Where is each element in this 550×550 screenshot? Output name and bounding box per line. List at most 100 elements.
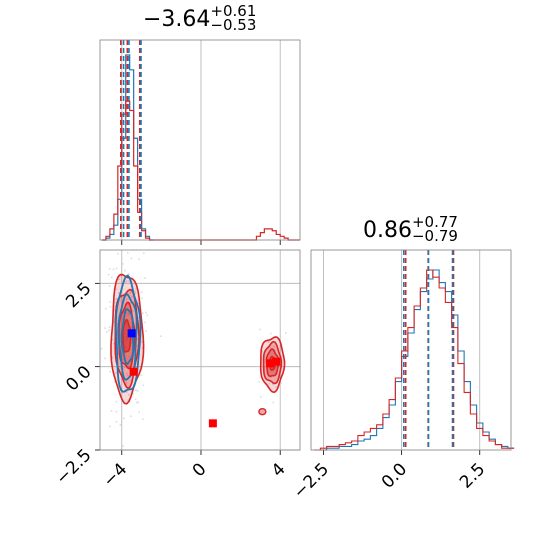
sample-point bbox=[116, 297, 119, 300]
sample-point bbox=[126, 374, 129, 377]
title-x1-median: −3.64 bbox=[143, 7, 211, 32]
sample-point bbox=[135, 288, 138, 290]
x-tick-label: 4 bbox=[268, 459, 290, 481]
sample-point bbox=[122, 417, 125, 420]
histogram-red bbox=[101, 100, 300, 241]
sample-point bbox=[136, 338, 139, 340]
sample-point bbox=[108, 329, 110, 332]
sample-point bbox=[259, 396, 262, 398]
sample-point bbox=[130, 342, 133, 344]
sample-point bbox=[120, 299, 123, 302]
sample-point bbox=[121, 321, 123, 324]
sample-point bbox=[104, 307, 107, 310]
histogram-blue bbox=[101, 54, 154, 241]
sample-point bbox=[144, 321, 146, 324]
sample-point bbox=[136, 390, 139, 392]
truth-marker-red bbox=[272, 357, 281, 366]
sample-point bbox=[134, 398, 137, 401]
contour-red bbox=[122, 318, 132, 353]
sample-point bbox=[145, 330, 147, 332]
sample-point bbox=[128, 355, 131, 358]
sample-point bbox=[118, 292, 120, 294]
x-tick-label: −4 bbox=[99, 459, 131, 491]
title-x2-median: 0.86 bbox=[363, 218, 412, 243]
sample-point bbox=[125, 280, 127, 283]
sample-point bbox=[120, 421, 123, 423]
sample-point bbox=[274, 349, 276, 352]
sample-point bbox=[124, 307, 127, 310]
truth-marker-red bbox=[129, 367, 138, 376]
title-x2: 0.86 +0.77 −0.79 bbox=[363, 213, 458, 245]
title-x2-minus: −0.79 bbox=[411, 227, 458, 245]
sample-point bbox=[118, 278, 120, 281]
sample-point bbox=[119, 424, 122, 426]
sample-point bbox=[261, 350, 263, 353]
panel-frame bbox=[99, 249, 301, 451]
sample-point bbox=[274, 386, 277, 388]
title-x1-plus: +0.61 bbox=[210, 2, 257, 20]
sample-point bbox=[145, 311, 148, 314]
sample-point bbox=[272, 401, 275, 404]
panel-frame bbox=[310, 249, 512, 451]
sample-point bbox=[132, 310, 134, 312]
x-tick-label: 2.5 bbox=[456, 459, 489, 492]
sample-point bbox=[128, 273, 130, 275]
sample-point bbox=[120, 324, 123, 327]
sample-point bbox=[285, 332, 287, 334]
title-x1: −3.64 +0.61 −0.53 bbox=[143, 2, 257, 34]
sample-point bbox=[127, 314, 129, 317]
sample-point bbox=[269, 346, 272, 348]
sample-point bbox=[107, 273, 110, 276]
sample-point bbox=[113, 305, 116, 308]
sample-point bbox=[135, 344, 138, 347]
sample-point bbox=[119, 345, 122, 348]
sample-point bbox=[127, 303, 130, 306]
sample-point bbox=[273, 346, 275, 348]
sample-point bbox=[131, 295, 133, 298]
sample-point bbox=[115, 267, 118, 270]
sample-point bbox=[125, 381, 128, 384]
sample-point bbox=[111, 338, 114, 341]
sample-point bbox=[126, 252, 129, 254]
sample-point bbox=[130, 257, 133, 260]
sample-point bbox=[133, 282, 135, 285]
sample-point bbox=[130, 302, 132, 304]
sample-point bbox=[132, 392, 134, 395]
sample-point bbox=[115, 298, 117, 301]
sample-point bbox=[117, 384, 120, 387]
sample-point bbox=[270, 332, 272, 335]
contour-red-island bbox=[258, 407, 267, 416]
sample-point bbox=[120, 292, 123, 295]
sample-point bbox=[115, 421, 118, 423]
sample-point bbox=[135, 401, 138, 404]
sample-point bbox=[134, 292, 137, 295]
sample-point bbox=[122, 445, 125, 448]
sample-point bbox=[127, 274, 130, 276]
histogram-red bbox=[314, 269, 515, 451]
sample-point bbox=[113, 342, 115, 345]
y-tick-label: −2.5 bbox=[52, 445, 95, 488]
sample-point bbox=[109, 305, 112, 308]
y-tick-label: 0.0 bbox=[62, 362, 95, 395]
sample-point bbox=[267, 341, 270, 343]
sample-point bbox=[125, 298, 128, 301]
joint-contour-x1-x2 bbox=[95, 249, 301, 455]
sample-point bbox=[124, 388, 127, 391]
sample-point bbox=[160, 335, 162, 337]
sample-point bbox=[106, 331, 108, 333]
sample-point bbox=[272, 383, 274, 386]
sample-point bbox=[123, 269, 126, 272]
sample-point bbox=[134, 290, 137, 293]
marginal-histogram-x2 bbox=[310, 249, 515, 455]
x-tick-label: 0.0 bbox=[378, 459, 411, 492]
title-x2-plus: +0.77 bbox=[411, 213, 458, 231]
contour-blue bbox=[120, 308, 135, 365]
sample-point bbox=[143, 252, 145, 254]
sample-point bbox=[138, 258, 140, 261]
sample-point bbox=[140, 291, 143, 294]
sample-point bbox=[115, 372, 118, 374]
sample-point bbox=[140, 297, 143, 300]
sample-point bbox=[130, 326, 133, 328]
sample-point bbox=[108, 268, 111, 270]
